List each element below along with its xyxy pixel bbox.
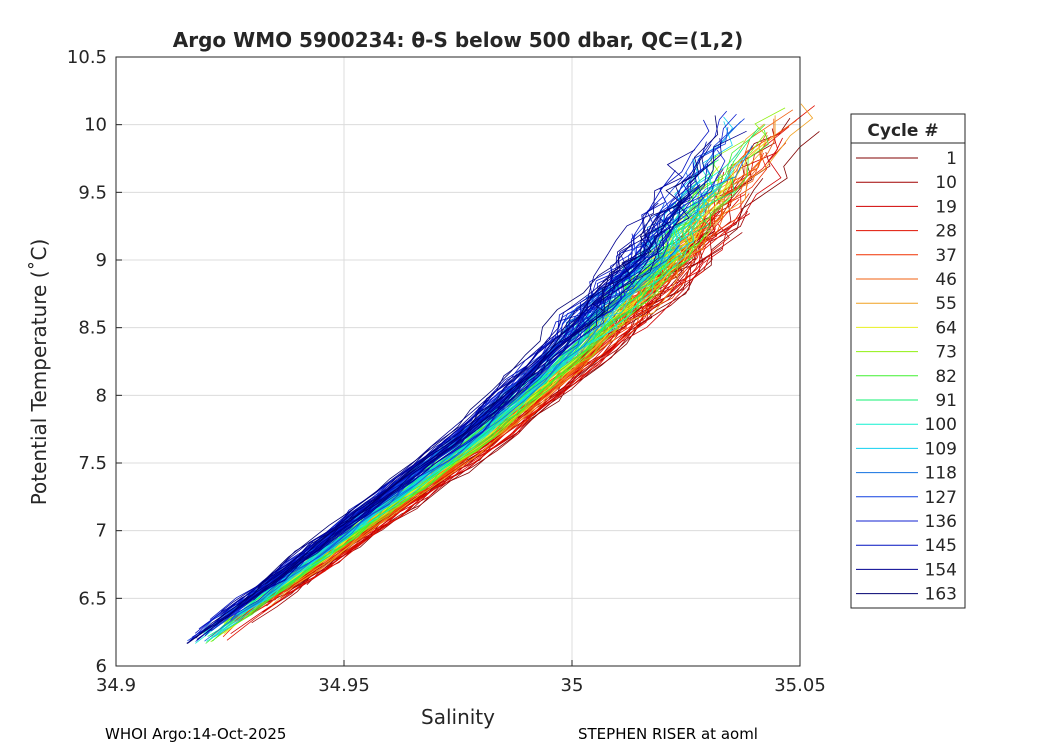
profile-cycle-160 — [195, 115, 719, 639]
legend-title: Cycle # — [867, 121, 938, 141]
profile-cycle-27 — [311, 194, 742, 581]
legend-label-145: 145 — [925, 536, 957, 556]
footer-left: WHOI Argo:14-Oct-2025 — [105, 725, 287, 743]
legend-label-46: 46 — [935, 270, 957, 290]
y-tick-label: 7.5 — [78, 453, 107, 474]
profile-cycle-21 — [230, 142, 787, 635]
y-tick-label: 7 — [96, 521, 107, 542]
legend-label-73: 73 — [935, 343, 957, 363]
profile-cycle-33 — [300, 216, 740, 583]
x-axis-label: Salinity — [421, 705, 495, 729]
x-tick-label: 34.95 — [318, 675, 370, 696]
y-tick-label: 6 — [96, 656, 107, 677]
profile-cycle-158 — [220, 202, 659, 616]
y-tick-label: 8 — [96, 385, 107, 406]
legend-label-109: 109 — [925, 439, 957, 459]
y-tick-label: 10.5 — [67, 47, 107, 68]
legend-label-28: 28 — [935, 222, 957, 242]
x-tick-label: 34.9 — [96, 675, 136, 696]
profile-cycle-112 — [213, 185, 722, 638]
plot-area — [116, 57, 800, 666]
y-axis-label: Potential Temperature (˚C) — [27, 239, 51, 506]
legend-label-127: 127 — [925, 488, 957, 508]
x-tick-label: 35 — [561, 675, 584, 696]
legend-label-100: 100 — [925, 415, 957, 435]
legend-label-91: 91 — [935, 391, 957, 411]
y-tick-label: 9.5 — [78, 182, 107, 203]
profile-cycle-120 — [204, 145, 753, 642]
legend-label-19: 19 — [935, 197, 957, 217]
legend-label-37: 37 — [935, 246, 957, 266]
legend-label-10: 10 — [935, 173, 957, 193]
profile-cycle-127 — [230, 118, 745, 621]
legend-label-82: 82 — [935, 367, 957, 387]
y-tick-label: 6.5 — [78, 588, 107, 609]
profile-cycle-157 — [253, 183, 701, 601]
legend-label-1: 1 — [946, 149, 957, 169]
y-tick-label: 9 — [96, 250, 107, 271]
profile-cycle-161 — [245, 257, 646, 605]
profile-cycle-159 — [186, 155, 703, 645]
profile-cycle-162 — [257, 244, 632, 587]
profile-cycle-2 — [306, 131, 820, 585]
legend: Cycle # 1 10 19 28 37 46 55 64 73 82 91 100 109 118 12… — [850, 113, 966, 609]
legend-label-154: 154 — [925, 560, 957, 580]
y-tick-label: 8.5 — [78, 318, 107, 339]
legend-label-55: 55 — [935, 294, 957, 314]
legend-label-163: 163 — [925, 585, 957, 605]
footer-right: STEPHEN RISER at aoml — [578, 725, 758, 743]
profile-cycle-95 — [207, 176, 735, 637]
y-tick-label: 10 — [84, 115, 107, 136]
x-tick-label: 35.05 — [774, 675, 826, 696]
legend-label-136: 136 — [925, 512, 957, 532]
profile-cycle-163 — [264, 212, 661, 585]
legend-label-64: 64 — [935, 318, 957, 338]
profile-cycle-53 — [270, 103, 814, 607]
legend-label-118: 118 — [925, 464, 957, 484]
profile-cycle-105 — [210, 152, 750, 640]
profile-cycle-149 — [262, 141, 707, 591]
chart-title: Argo WMO 5900234: θ-S below 500 dbar, QC… — [173, 28, 743, 52]
